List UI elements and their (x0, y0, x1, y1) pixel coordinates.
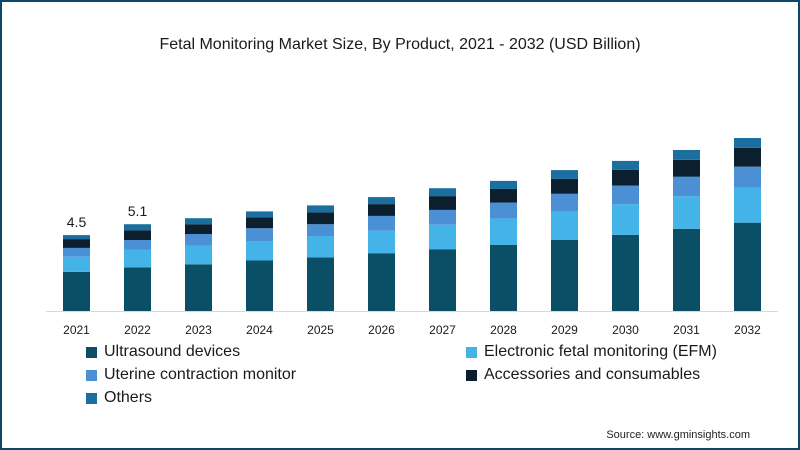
bar-segment (673, 159, 700, 177)
bar-segment (307, 224, 334, 236)
bar-segment (368, 197, 395, 205)
bar-segment (368, 215, 395, 231)
bar-segment (185, 218, 212, 225)
x-tick-label: 2024 (246, 323, 273, 337)
legend-label: Uterine contraction monitor (104, 366, 297, 383)
bar-segment (63, 239, 90, 248)
bar-segment (185, 264, 212, 311)
bar-segment (307, 205, 334, 213)
bar-segment (551, 178, 578, 194)
data-label: 4.5 (67, 214, 87, 230)
bar-segment (368, 230, 395, 254)
bar-segment (185, 224, 212, 234)
bar-segment (246, 217, 273, 229)
bar-segment (368, 253, 395, 311)
bar-segment (63, 271, 90, 311)
legend-item-efm: Electronic fetal monitoring (EFM) (466, 343, 717, 361)
bar-segment (307, 236, 334, 258)
bar-segment (612, 204, 639, 235)
data-label: 5.1 (128, 203, 148, 219)
bar-segment (612, 234, 639, 311)
bar-segment (612, 185, 639, 205)
chart-title: Fetal Monitoring Market Size, By Product… (159, 36, 641, 53)
bar-segment (429, 224, 456, 250)
bar-segment (429, 249, 456, 311)
legend-swatch (86, 369, 97, 381)
bar-segment (185, 245, 212, 265)
bar-segment (551, 193, 578, 212)
bar-segment (246, 260, 273, 311)
bar-segment (307, 257, 334, 311)
bar-segment (307, 212, 334, 225)
bar-segment (429, 196, 456, 210)
bar-segment (490, 202, 517, 219)
x-tick-label: 2031 (673, 323, 700, 337)
legend-item-accessories: Accessories and consumables (466, 366, 700, 384)
bar-segment (734, 138, 761, 148)
bar-segment (734, 222, 761, 311)
bar-segment (63, 247, 90, 257)
bar-segment (673, 176, 700, 197)
bar-segment (612, 169, 639, 186)
x-tick-label: 2027 (429, 323, 456, 337)
legend-swatch (466, 369, 477, 381)
bar-segment (185, 234, 212, 246)
legend-swatch (466, 346, 477, 358)
bar-segment (124, 230, 151, 240)
x-tick-label: 2023 (185, 323, 212, 337)
bar-segment (734, 187, 761, 223)
bar-segment (124, 267, 151, 311)
bar-segment (551, 211, 578, 240)
legend-label: Others (104, 389, 153, 406)
bar-segment (246, 211, 273, 218)
bar-segment (63, 256, 90, 272)
bar-segment (429, 188, 456, 197)
x-tick-label: 2025 (307, 323, 334, 337)
bar-segment (368, 204, 395, 216)
bar-segment (551, 170, 578, 179)
bar-segment (551, 240, 578, 311)
bar-segment (673, 196, 700, 229)
legend-item-others: Others (86, 389, 152, 407)
source-note: Source: www.gminsights.com (606, 429, 750, 441)
legend-label: Electronic fetal monitoring (EFM) (484, 343, 717, 360)
x-tick-label: 2030 (612, 323, 639, 337)
legend-label: Ultrasound devices (104, 343, 241, 360)
bar-segment (63, 235, 90, 240)
bar-segment (124, 224, 151, 231)
x-tick-label: 2028 (490, 323, 517, 337)
bar-segment (490, 244, 517, 311)
bar-segment (612, 160, 639, 170)
x-tick-label: 2021 (63, 323, 90, 337)
x-tick-label: 2022 (124, 323, 151, 337)
bar-segment (673, 150, 700, 160)
legend-item-uterine: Uterine contraction monitor (86, 366, 296, 384)
x-tick-label: 2032 (734, 323, 761, 337)
bar-segment (124, 240, 151, 250)
bar-segment (490, 218, 517, 245)
bar-segment (490, 180, 517, 189)
bar-segment (124, 249, 151, 268)
bar-segment (246, 228, 273, 241)
legend-item-ultrasound: Ultrasound devices (86, 343, 240, 361)
legend-swatch (86, 392, 97, 404)
bar-segment (246, 240, 273, 261)
bar-segment (490, 188, 517, 203)
bar-segment (734, 147, 761, 167)
bar-segment (429, 209, 456, 225)
x-tick-label: 2029 (551, 323, 578, 337)
x-tick-label: 2026 (368, 323, 395, 337)
legend-label: Accessories and consumables (484, 366, 701, 383)
bar-segment (673, 228, 700, 311)
bar-segment (734, 166, 761, 188)
legend-swatch (86, 346, 97, 358)
